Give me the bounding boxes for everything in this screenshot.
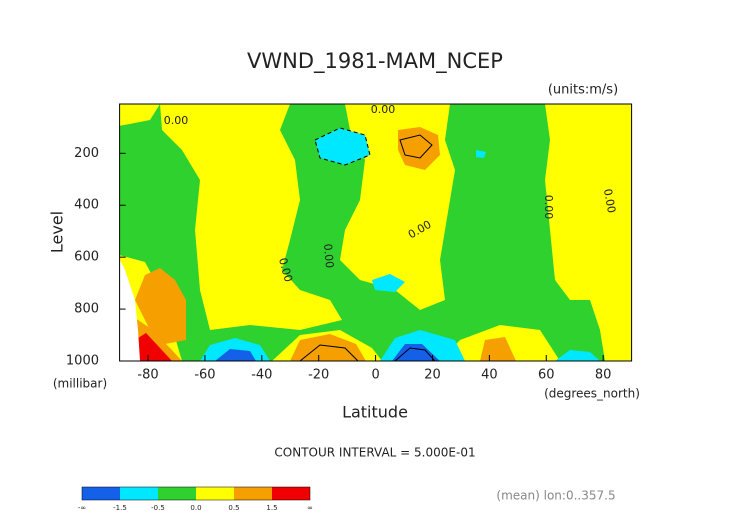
y-tick-label: 200: [74, 146, 99, 161]
contour-region: [160, 104, 342, 330]
contour-region: [392, 344, 440, 361]
contour-label: 0.00: [542, 195, 555, 220]
colorbar-label: -∞: [78, 504, 86, 512]
y-tick-label: 600: [74, 250, 99, 265]
x-axis-label: Latitude: [342, 403, 408, 422]
colorbar-segment: [158, 487, 196, 500]
x-tick-label: -60: [194, 368, 215, 383]
contour-label: 0.00: [276, 256, 295, 283]
x-tick-label: -20: [308, 368, 329, 383]
contour-line: [399, 134, 433, 159]
contour-label: 0.00: [371, 103, 396, 116]
footnote: (mean) lon:0..357.5: [496, 489, 615, 503]
contour-region: [315, 128, 370, 165]
colorbar-label: 1.5: [266, 504, 277, 512]
x-tick-label: 60: [538, 368, 555, 383]
contour-region: [372, 274, 405, 292]
colorbar-segment: [272, 487, 310, 500]
x-tick-label: 40: [481, 368, 498, 383]
colorbar-segment: [234, 487, 272, 500]
contour-region: [545, 104, 632, 361]
x-tick-label: -80: [137, 368, 158, 383]
y-axis-unit: (millibar): [53, 377, 107, 391]
contour-label: 0.00: [321, 243, 336, 269]
y-tick-label: 1000: [66, 354, 99, 369]
colorbar-segment: [196, 487, 234, 500]
colorbar-label: -0.5: [151, 504, 165, 512]
units-label: (units:m/s): [548, 83, 618, 98]
contour-line: [299, 344, 359, 361]
chart-title: VWND_1981-MAM_NCEP: [247, 49, 503, 74]
colorbar-frame: [81, 486, 311, 501]
contour-region: [135, 268, 186, 345]
contour-fills: [119, 104, 632, 361]
contour-region: [138, 333, 172, 361]
y-tick-label: 800: [74, 302, 99, 317]
colorbar-label: -1.5: [113, 504, 127, 512]
colorbar-segment: [82, 487, 120, 500]
y-tick-label: 400: [74, 198, 99, 213]
contour-interval: CONTOUR INTERVAL = 5.000E-01: [274, 446, 475, 460]
contour-field: 0.000.000.000.000.000.00 0.00: [119, 103, 633, 362]
contour-line: [394, 347, 436, 361]
y-axis-label: Level: [48, 211, 67, 253]
colorbar-label: ∞: [307, 504, 313, 512]
x-axis-unit: (degrees_north): [544, 387, 640, 401]
contour-region: [215, 349, 256, 361]
x-tick-label: 20: [424, 368, 441, 383]
contour-region: [555, 350, 600, 361]
contour-label: 0.00: [164, 114, 189, 127]
contour-region: [476, 150, 486, 158]
colorbar-label: 0.5: [228, 504, 239, 512]
x-tick-label: 80: [595, 368, 612, 383]
x-tick-label: 0: [371, 368, 379, 383]
x-tick-label: -40: [251, 368, 272, 383]
contour-line: [314, 127, 371, 166]
colorbar-segment: [120, 487, 158, 500]
missing-region: [119, 259, 140, 361]
contour-region: [119, 104, 160, 126]
colorbar-label: 0.0: [190, 504, 201, 512]
contour-label: 0.00: [601, 188, 618, 214]
